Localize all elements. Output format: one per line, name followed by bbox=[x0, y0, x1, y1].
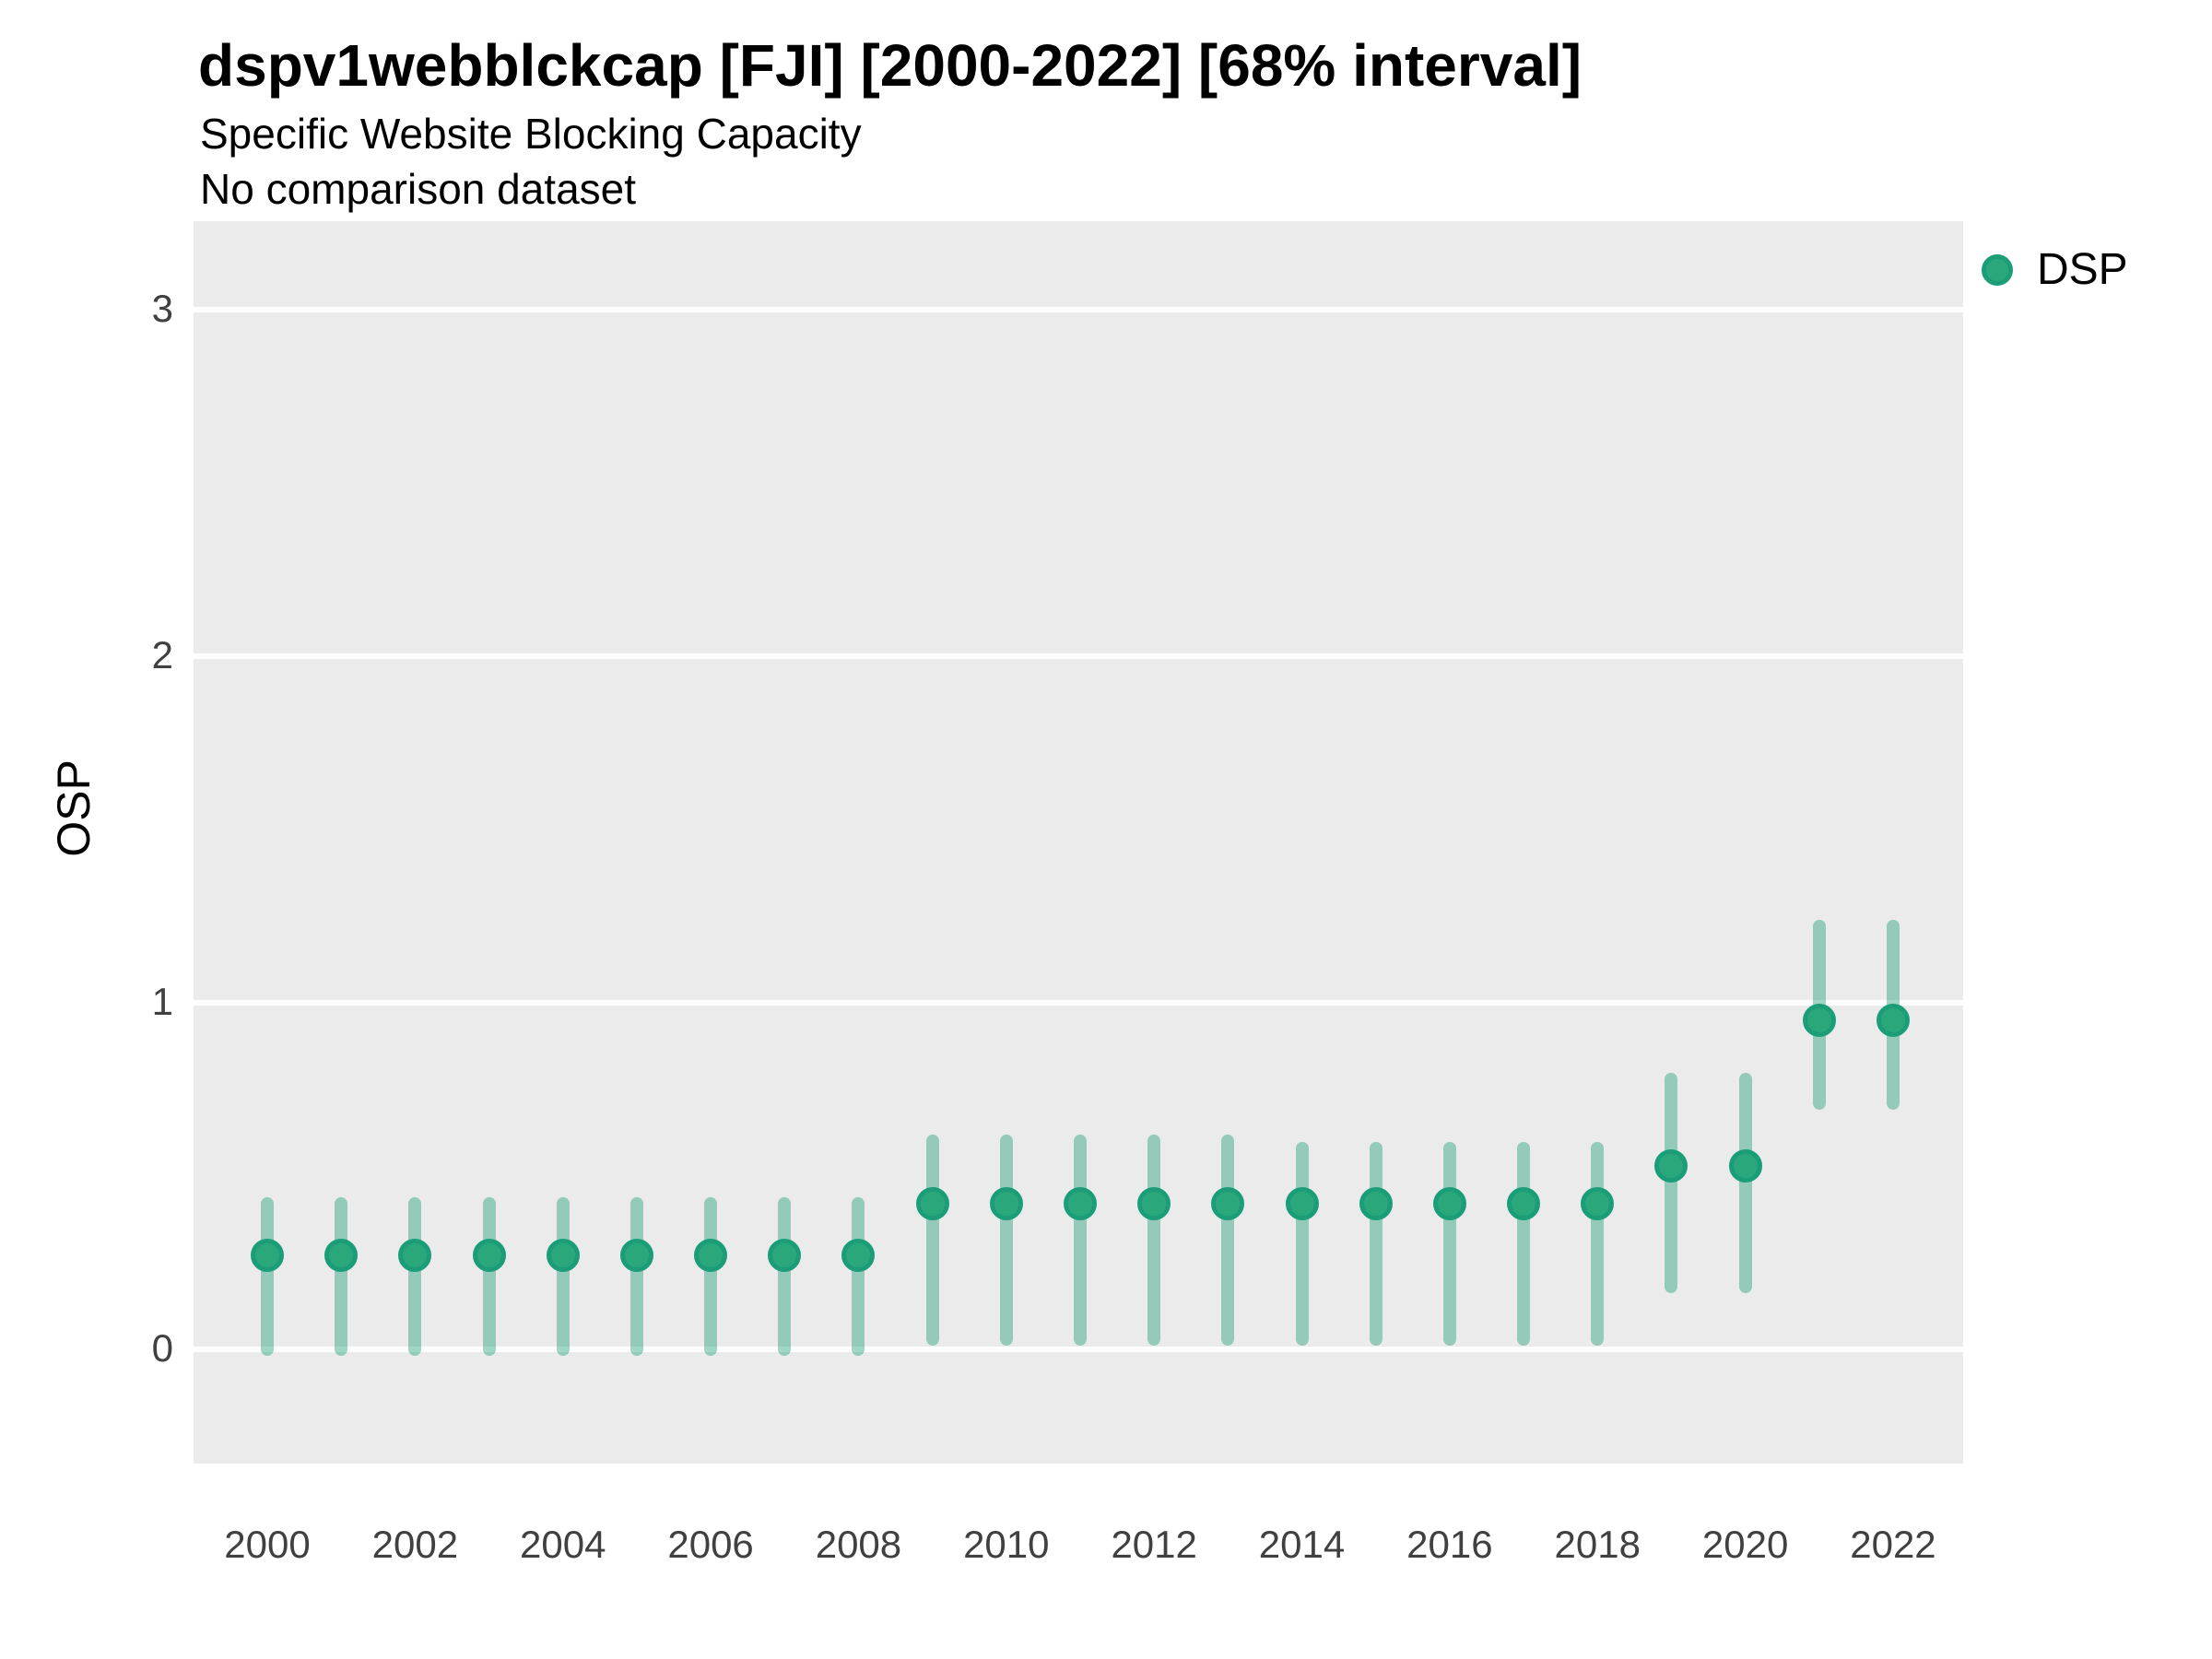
x-tick-label-2012: 2012 bbox=[1111, 1523, 1197, 1566]
y-tick-label-2: 2 bbox=[151, 633, 173, 677]
data-point-2010 bbox=[989, 1187, 1023, 1221]
interval-bar-2006 bbox=[704, 1197, 718, 1356]
interval-bar-2016 bbox=[1442, 1141, 1456, 1346]
interval-bar-2003 bbox=[482, 1197, 496, 1356]
interval-bar-2019 bbox=[1665, 1072, 1678, 1294]
plot-panel bbox=[194, 221, 1963, 1464]
y-tick-label-1: 1 bbox=[151, 980, 173, 1023]
x-tick-label-2016: 2016 bbox=[1406, 1523, 1493, 1566]
interval-bar-2002 bbox=[408, 1197, 422, 1356]
gridline-y-2 bbox=[194, 653, 1963, 659]
interval-bar-2013 bbox=[1221, 1135, 1235, 1346]
data-point-2017 bbox=[1507, 1187, 1541, 1221]
interval-bar-2007 bbox=[778, 1197, 792, 1356]
gridline-y-0 bbox=[194, 1347, 1963, 1352]
data-point-2016 bbox=[1432, 1187, 1466, 1221]
data-point-2020 bbox=[1728, 1148, 1762, 1182]
data-point-2014 bbox=[1285, 1187, 1319, 1221]
data-point-2001 bbox=[324, 1239, 359, 1273]
x-tick-label-2022: 2022 bbox=[1850, 1523, 1936, 1566]
interval-bar-2015 bbox=[1369, 1141, 1382, 1346]
gridline-y-1 bbox=[194, 1000, 1963, 1006]
data-point-2006 bbox=[694, 1239, 728, 1273]
interval-bar-2000 bbox=[261, 1197, 274, 1356]
data-point-2002 bbox=[398, 1239, 432, 1273]
x-tick-label-2020: 2020 bbox=[1701, 1523, 1789, 1566]
x-tick-label-2000: 2000 bbox=[224, 1523, 311, 1566]
x-tick-label-2002: 2002 bbox=[371, 1523, 459, 1566]
data-point-2000 bbox=[251, 1239, 284, 1273]
data-point-2011 bbox=[1063, 1187, 1097, 1221]
data-point-2021 bbox=[1802, 1003, 1836, 1037]
data-point-2008 bbox=[841, 1239, 876, 1273]
interval-bar-2012 bbox=[1147, 1135, 1161, 1346]
interval-bar-2011 bbox=[1073, 1135, 1087, 1346]
data-point-2018 bbox=[1581, 1187, 1615, 1221]
interval-bar-2009 bbox=[925, 1135, 939, 1346]
x-tick-label-2004: 2004 bbox=[520, 1523, 606, 1566]
legend-label: DSP bbox=[2037, 245, 2128, 294]
x-tick-label-2010: 2010 bbox=[963, 1523, 1050, 1566]
data-point-2013 bbox=[1211, 1187, 1245, 1221]
interval-bar-2014 bbox=[1295, 1141, 1309, 1346]
x-tick-label-2014: 2014 bbox=[1258, 1523, 1346, 1566]
data-point-2004 bbox=[546, 1239, 580, 1273]
data-point-2022 bbox=[1876, 1003, 1910, 1037]
interval-bar-2008 bbox=[852, 1197, 865, 1356]
interval-bar-2005 bbox=[629, 1197, 643, 1356]
interval-bar-2001 bbox=[335, 1197, 348, 1356]
data-point-2003 bbox=[472, 1239, 506, 1273]
interval-bar-2018 bbox=[1591, 1141, 1605, 1346]
y-axis-title: OSP bbox=[48, 759, 100, 857]
data-point-2015 bbox=[1359, 1187, 1393, 1221]
x-tick-label-2008: 2008 bbox=[815, 1523, 902, 1566]
x-tick-label-2018: 2018 bbox=[1554, 1523, 1641, 1566]
interval-bar-2017 bbox=[1517, 1141, 1531, 1346]
x-tick-label-2006: 2006 bbox=[667, 1523, 754, 1566]
data-point-2012 bbox=[1137, 1187, 1171, 1221]
y-tick-label-0: 0 bbox=[151, 1326, 173, 1370]
chart-title: dspv1webblckcap [FJI] [2000-2022] [68% i… bbox=[198, 32, 1583, 99]
data-point-2019 bbox=[1654, 1148, 1688, 1182]
interval-bar-2020 bbox=[1738, 1072, 1752, 1294]
legend-marker-dot-icon bbox=[1982, 253, 2013, 286]
chart-subtitle: Specific Website Blocking Capacity bbox=[200, 110, 862, 158]
interval-bar-2004 bbox=[556, 1197, 570, 1356]
interval-bar-2010 bbox=[999, 1135, 1013, 1346]
data-point-2009 bbox=[915, 1187, 949, 1221]
gridline-y-3 bbox=[194, 307, 1963, 312]
comparison-note: No comparison dataset bbox=[200, 165, 637, 213]
data-point-2007 bbox=[768, 1239, 802, 1273]
y-tick-label-3: 3 bbox=[151, 287, 173, 330]
data-point-2005 bbox=[619, 1239, 653, 1273]
legend: DSP bbox=[1982, 244, 2128, 295]
